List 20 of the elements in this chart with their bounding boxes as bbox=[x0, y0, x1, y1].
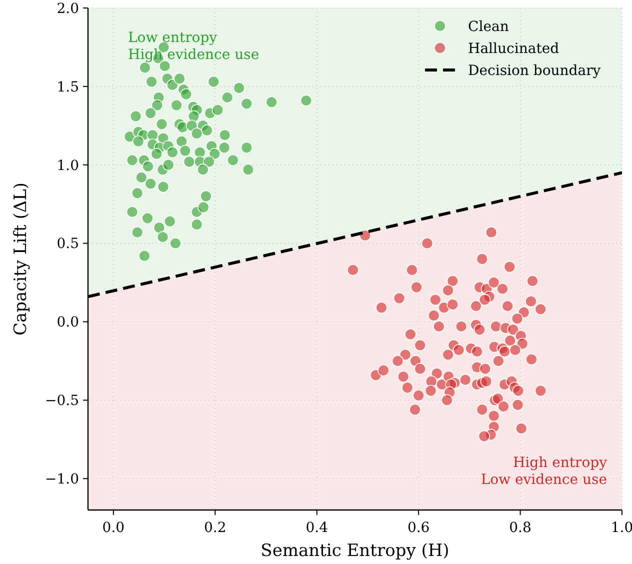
legend-label: Clean bbox=[468, 18, 509, 35]
x-tick-label: 0.2 bbox=[204, 520, 226, 536]
y-tick-label: 0.5 bbox=[56, 236, 79, 252]
x-tick-label: 1.0 bbox=[610, 520, 632, 536]
annotation: Low entropy High evidence use bbox=[128, 30, 260, 63]
annotation: High entropy Low evidence use bbox=[480, 455, 608, 488]
y-tick-label: −1.0 bbox=[45, 472, 79, 488]
y-tick-label: 2.0 bbox=[56, 0, 79, 17]
x-tick-label: 0.4 bbox=[306, 520, 328, 536]
legend-label: Hallucinated bbox=[468, 40, 560, 57]
x-tick-label: 0.0 bbox=[102, 520, 125, 536]
x-tick-label: 0.8 bbox=[509, 520, 532, 536]
y-tick-label: 1.0 bbox=[56, 158, 79, 174]
x-axis-title: Semantic Entropy (H) bbox=[260, 541, 450, 561]
y-tick-label: 1.5 bbox=[56, 79, 79, 96]
legend-label: Decision boundary bbox=[468, 62, 601, 79]
y-axis-title: Capacity Lift (ΔL) bbox=[11, 182, 31, 336]
y-tick-label: 0.0 bbox=[56, 314, 79, 331]
x-tick-label: 0.6 bbox=[407, 520, 430, 536]
y-tick-label: −0.5 bbox=[45, 393, 79, 410]
